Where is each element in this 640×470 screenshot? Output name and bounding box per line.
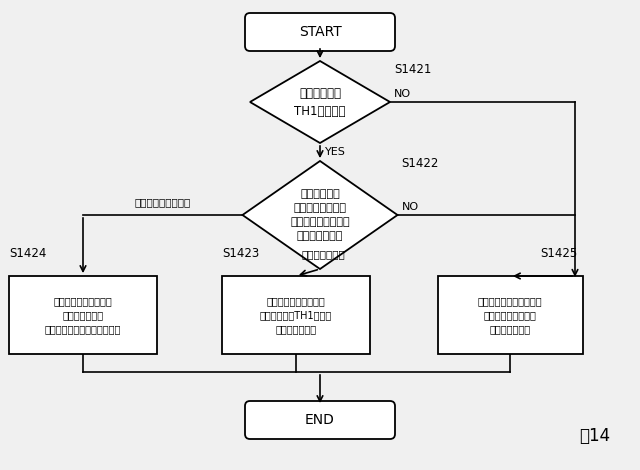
Text: START: START	[299, 25, 341, 39]
Text: セミフリーアドレス: セミフリーアドレス	[134, 197, 191, 207]
Text: S1424: S1424	[9, 247, 46, 260]
Text: END: END	[305, 413, 335, 427]
Text: 図14: 図14	[579, 427, 610, 445]
FancyBboxPatch shape	[438, 276, 582, 354]
Text: NO: NO	[394, 89, 411, 99]
Text: S1421: S1421	[394, 63, 431, 76]
Text: フリーアドレス: フリーアドレス	[301, 249, 345, 259]
Text: 最大利用率が
TH1未満か？: 最大利用率が TH1未満か？	[294, 86, 346, 118]
FancyBboxPatch shape	[9, 276, 157, 354]
FancyBboxPatch shape	[222, 276, 370, 354]
Text: YES: YES	[325, 147, 346, 157]
FancyBboxPatch shape	[245, 401, 395, 439]
Text: S1423: S1423	[222, 247, 259, 260]
FancyBboxPatch shape	[245, 13, 395, 51]
Polygon shape	[243, 161, 397, 269]
Text: S1422: S1422	[401, 157, 439, 170]
Text: 上記の考えに基づき、
検討を進める。
最大利用率は適宜設定する。: 上記の考えに基づき、 検討を進める。 最大利用率は適宜設定する。	[45, 296, 121, 334]
Text: 業務形態上、
フリーアドレス、
セミフリーアドレス
提案できるか？: 業務形態上、 フリーアドレス、 セミフリーアドレス 提案できるか？	[290, 189, 350, 241]
Text: NO: NO	[401, 202, 419, 212]
Text: 社員数より席数を算定、
席タイプを選定して
検討を進める。: 社員数より席数を算定、 席タイプを選定して 検討を進める。	[477, 296, 542, 334]
Text: 上記の考えに基づき、
最大利用率をTH1として
検討を進める。: 上記の考えに基づき、 最大利用率をTH1として 検討を進める。	[260, 296, 332, 334]
Text: S1425: S1425	[540, 247, 577, 260]
Polygon shape	[250, 61, 390, 143]
